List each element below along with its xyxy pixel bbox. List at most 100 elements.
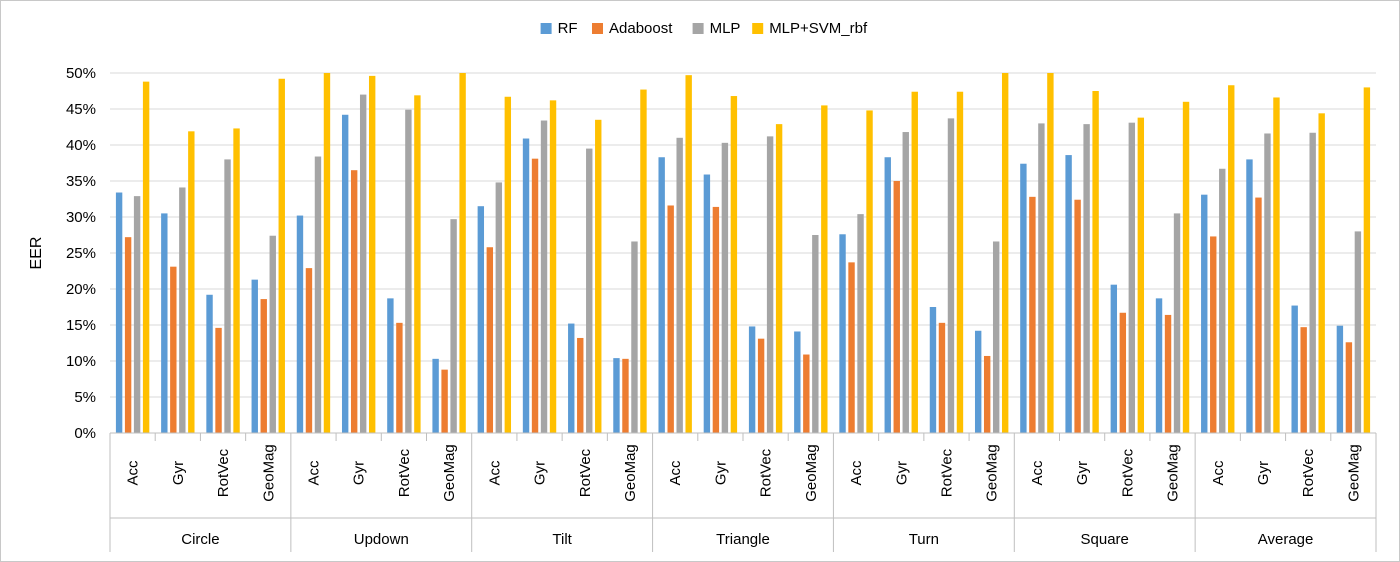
bar-mlp-square-rotvec — [1128, 122, 1136, 434]
category-label: RotVec — [1119, 448, 1136, 497]
bar-mlp-average-rotvec — [1309, 132, 1316, 433]
bar-mlp-svm-rbf-turn-geomag — [1001, 73, 1009, 433]
bar-rf-turn-gyr — [884, 157, 891, 434]
bar-mlp-turn-acc — [857, 214, 864, 433]
bar-rf-average-rotvec — [1291, 305, 1298, 433]
bar-mlp-svm-rbf-average-gyr — [1273, 97, 1280, 433]
bar-mlp-svm-rbf-average-acc — [1228, 85, 1235, 434]
bar-adaboost-square-rotvec — [1119, 312, 1127, 433]
y-tick-label: 35% — [66, 173, 96, 190]
legend: RF Adaboost MLP MLP+SVM_rbf — [540, 20, 868, 37]
y-tick-label: 10% — [66, 353, 96, 370]
bar-rf-turn-geomag — [974, 330, 982, 433]
bar-mlp-svm-rbf-turn-acc — [866, 110, 873, 433]
bar-adaboost-average-rotvec — [1300, 327, 1307, 433]
bar-rf-triangle-acc — [658, 157, 665, 434]
group-label: Square — [1081, 531, 1129, 548]
legend-label: MLP+SVM_rbf — [769, 20, 868, 37]
category-label: RotVec — [1300, 448, 1317, 497]
bar-mlp-average-acc — [1219, 168, 1226, 433]
y-tick-label: 50% — [66, 65, 96, 82]
bar-adaboost-triangle-acc — [667, 205, 674, 433]
bar-adaboost-triangle-rotvec — [757, 338, 765, 433]
category-label: Gyr — [170, 461, 187, 485]
bar-mlp-svm-rbf-square-gyr — [1092, 91, 1099, 433]
category-label: GeoMag — [1345, 444, 1362, 502]
bar-mlp-tilt-rotvec — [586, 148, 593, 433]
bar-mlp-turn-gyr — [902, 132, 909, 434]
bar-mlp-svm-rbf-square-geomag — [1182, 101, 1190, 434]
bar-rf-square-acc — [1020, 163, 1027, 433]
category-label: Gyr — [893, 461, 910, 485]
bar-mlp-tilt-acc — [495, 182, 503, 433]
category-label: Gyr — [712, 461, 729, 485]
y-tick-label: 40% — [66, 137, 96, 154]
bar-rf-turn-rotvec — [929, 307, 937, 433]
category-label: GeoMag — [803, 444, 820, 502]
bar-adaboost-tilt-gyr — [531, 158, 539, 433]
legend-swatch — [752, 23, 764, 34]
category-label: RotVec — [396, 448, 413, 497]
bar-adaboost-updown-gyr — [350, 170, 358, 433]
bar-adaboost-turn-gyr — [893, 181, 900, 433]
group-label: Circle — [181, 531, 219, 548]
bar-rf-updown-geomag — [432, 358, 439, 433]
category-label: GeoMag — [622, 444, 639, 502]
legend-swatch — [692, 23, 704, 34]
bar-mlp-average-geomag — [1354, 231, 1362, 433]
bar-rf-tilt-acc — [477, 206, 485, 433]
category-label: Acc — [667, 460, 684, 486]
bar-rf-turn-acc — [839, 234, 846, 433]
bar-mlp-svm-rbf-updown-acc — [323, 73, 331, 433]
bar-rf-circle-acc — [115, 192, 123, 433]
bar-adaboost-turn-acc — [848, 262, 855, 433]
bar-mlp-circle-acc — [133, 196, 141, 433]
y-tick-label: 15% — [66, 317, 96, 334]
bar-mlp-triangle-gyr — [721, 142, 729, 433]
bar-mlp-svm-rbf-circle-geomag — [278, 78, 285, 433]
category-label: RotVec — [938, 448, 955, 497]
bar-adaboost-triangle-geomag — [803, 354, 810, 433]
category-label: RotVec — [758, 448, 775, 497]
category-label: GeoMag — [441, 444, 458, 502]
category-label: RotVec — [577, 448, 594, 497]
bar-mlp-circle-geomag — [269, 235, 276, 433]
bar-mlp-updown-rotvec — [405, 109, 412, 433]
bar-mlp-tilt-gyr — [540, 120, 548, 434]
bar-mlp-svm-rbf-tilt-geomag — [640, 89, 647, 433]
bar-mlp-svm-rbf-updown-rotvec — [414, 95, 421, 433]
bar-rf-circle-gyr — [161, 213, 168, 433]
bar-adaboost-circle-gyr — [170, 266, 177, 433]
bar-rf-average-gyr — [1246, 159, 1253, 433]
bar-adaboost-average-geomag — [1345, 342, 1353, 433]
bar-rf-circle-rotvec — [206, 294, 213, 433]
bar-mlp-circle-gyr — [179, 187, 186, 433]
bar-rf-square-rotvec — [1110, 284, 1118, 433]
category-label: Acc — [305, 460, 322, 486]
bar-mlp-triangle-acc — [676, 137, 683, 434]
category-label: Acc — [125, 460, 142, 486]
category-label: Gyr — [532, 461, 549, 485]
legend-swatch — [540, 23, 552, 34]
category-label: Acc — [1210, 460, 1227, 486]
bar-adaboost-square-geomag — [1164, 314, 1172, 433]
category-label: RotVec — [215, 448, 232, 497]
bar-adaboost-square-acc — [1029, 196, 1036, 433]
group-label: Turn — [909, 531, 939, 548]
bar-adaboost-square-gyr — [1074, 199, 1081, 433]
bar-mlp-svm-rbf-circle-gyr — [188, 131, 195, 433]
bar-mlp-turn-geomag — [992, 241, 1000, 433]
bar-adaboost-tilt-rotvec — [577, 337, 584, 433]
category-label: GeoMag — [260, 444, 277, 502]
bar-rf-updown-gyr — [341, 114, 349, 433]
bar-mlp-svm-rbf-updown-gyr — [368, 75, 376, 433]
bar-mlp-svm-rbf-tilt-gyr — [549, 100, 557, 434]
y-tick-label: 0% — [74, 425, 96, 442]
bar-adaboost-circle-geomag — [260, 299, 267, 433]
bar-mlp-svm-rbf-triangle-geomag — [821, 105, 828, 434]
bar-adaboost-updown-geomag — [441, 369, 448, 433]
bar-mlp-square-gyr — [1083, 124, 1090, 434]
bar-mlp-svm-rbf-triangle-gyr — [730, 96, 738, 433]
bar-mlp-svm-rbf-circle-acc — [142, 81, 150, 433]
